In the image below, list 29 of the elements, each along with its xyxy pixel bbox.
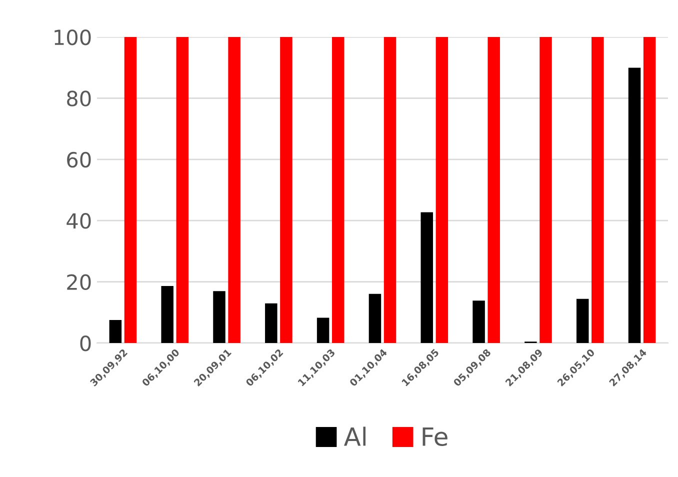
y-tick-label: 60 bbox=[67, 152, 91, 168]
legend-label: Fe bbox=[422, 427, 448, 446]
bar bbox=[488, 37, 500, 343]
y-tick-label: 0 bbox=[80, 335, 91, 352]
bar bbox=[628, 68, 641, 343]
y-tick-label: 80 bbox=[67, 90, 91, 106]
bar bbox=[540, 37, 552, 343]
legend-label: Al bbox=[344, 426, 366, 446]
bar bbox=[124, 37, 137, 343]
bar bbox=[643, 37, 656, 343]
bar bbox=[368, 294, 382, 343]
bar bbox=[213, 291, 226, 343]
bar bbox=[592, 37, 604, 343]
bar bbox=[109, 320, 122, 343]
bar bbox=[176, 37, 189, 343]
bar bbox=[332, 37, 344, 343]
bar bbox=[420, 212, 434, 343]
bar bbox=[472, 300, 485, 343]
bar bbox=[576, 298, 589, 343]
bar bbox=[436, 37, 448, 343]
bar bbox=[228, 37, 240, 343]
y-tick-label: 20 bbox=[67, 274, 91, 290]
bar bbox=[265, 303, 278, 343]
bar bbox=[316, 318, 330, 343]
y-tick-label: 40 bbox=[66, 213, 91, 229]
bar bbox=[161, 286, 174, 343]
bar bbox=[280, 37, 292, 343]
y-tick-label: 100 bbox=[54, 29, 91, 46]
bar bbox=[384, 37, 396, 343]
